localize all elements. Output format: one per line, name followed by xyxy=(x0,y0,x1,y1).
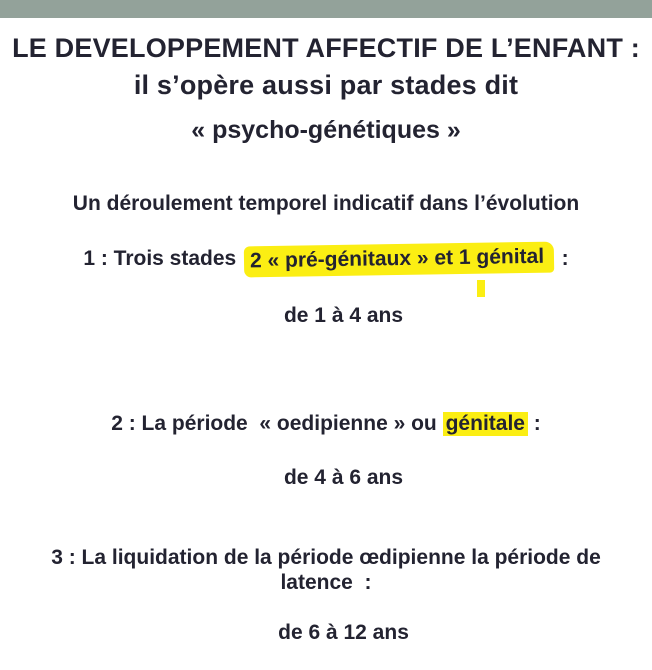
stage-item-1-duration-line: de 1 à 4 ans xyxy=(0,275,652,383)
stage-item-2-duration: de 4 à 6 ans xyxy=(283,466,404,489)
stage-item-2-prefix: 2 : La période « oedipienne » ou xyxy=(111,412,443,435)
stage-item-1-heading: 1 : Trois stades 2 « pré-génitaux » et 1… xyxy=(0,241,652,278)
stage-item-1-suffix: : xyxy=(550,247,569,270)
top-accent-bar xyxy=(0,0,652,18)
stage-item-2: 2 : La période « oedipienne » ou génital… xyxy=(0,410,652,518)
stage-item-2-suffix: : xyxy=(527,412,541,435)
page-title-quoted-term: « psycho-génétiques » xyxy=(0,113,652,147)
slide-subtitle: Un déroulement temporel indicatif dans l… xyxy=(0,191,652,217)
stage-item-3: 3 : La liquidation de la période œdipien… xyxy=(0,545,652,670)
stage-item-2-duration-line: de 4 à 6 ans xyxy=(0,437,652,518)
stage-item-1-duration: de 1 à 4 ans xyxy=(283,304,404,327)
page-title-text: LE DEVELOPPEMENT AFFECTIF DE L’ENFANT : … xyxy=(12,33,640,100)
stage-item-3-text-line2: latence : xyxy=(280,571,372,594)
stage-item-3-duration: de 6 à 12 ans xyxy=(278,621,409,644)
page-title: LE DEVELOPPEMENT AFFECTIF DE L’ENFANT : … xyxy=(8,30,644,104)
slide-subtitle-text: Un déroulement temporel indicatif dans l… xyxy=(72,192,580,215)
stage-item-3-heading-line1: 3 : La liquidation de la période œdipien… xyxy=(0,545,652,570)
highlight-mark xyxy=(477,280,485,297)
stage-item-2-heading: 2 : La période « oedipienne » ou génital… xyxy=(0,410,652,437)
stage-item-1: 1 : Trois stades 2 « pré-génitaux » et 1… xyxy=(0,241,652,383)
stage-item-3-heading-line2: latence : xyxy=(0,570,652,595)
slide: LE DEVELOPPEMENT AFFECTIF DE L’ENFANT : … xyxy=(0,0,652,644)
stage-item-3-text-line1: 3 : La liquidation de la période œdipien… xyxy=(51,546,601,569)
stage-item-1-prefix: 1 : Trois stades xyxy=(83,247,248,270)
stage-item-1-highlighted-text: 2 « pré-génitaux » et 1 génital xyxy=(243,241,555,278)
stage-item-3-duration-line: de 6 à 12 ans xyxy=(0,595,652,670)
page-title-quoted-term-text: « psycho-génétiques » xyxy=(191,116,461,144)
stage-item-2-highlighted-text: génitale xyxy=(442,412,528,436)
